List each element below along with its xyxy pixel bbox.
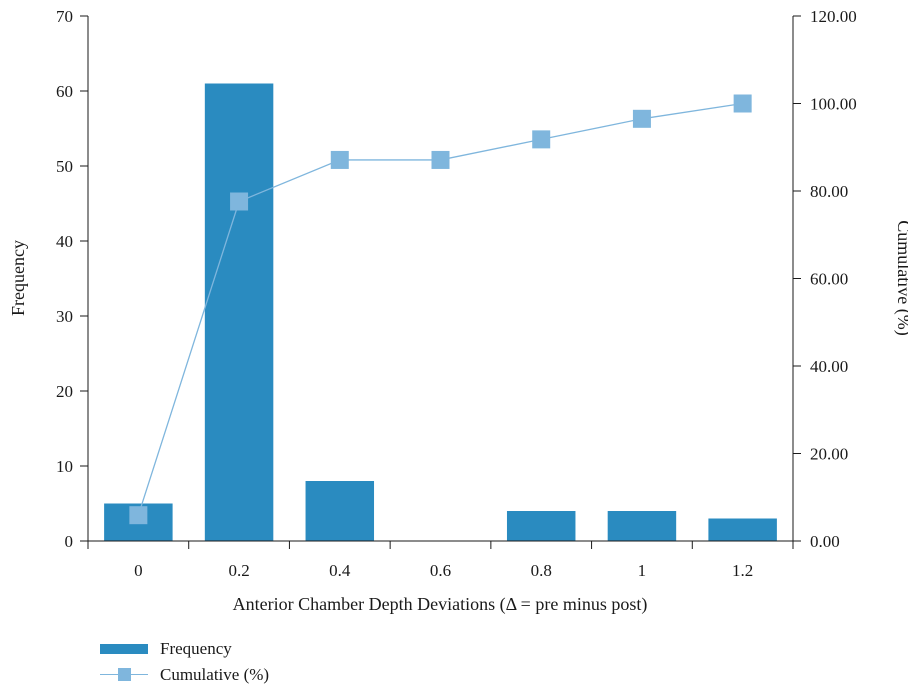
y2-tick-label: 0.00 [810, 532, 840, 551]
chart: 0102030405060700.0020.0040.0060.0080.001… [8, 7, 908, 615]
y-tick-label: 0 [65, 532, 74, 551]
cumulative-marker [230, 192, 249, 211]
legend-label-frequency: Frequency [160, 639, 232, 658]
cumulative-marker [733, 94, 752, 113]
x-tick-label: 1 [638, 561, 647, 580]
legend-item-frequency: Frequency [98, 636, 269, 662]
y-tick-label: 60 [56, 82, 73, 101]
y2-tick-label: 60.00 [810, 270, 848, 289]
y-tick-label: 20 [56, 382, 73, 401]
axes-group: 0102030405060700.0020.0040.0060.0080.001… [56, 7, 857, 580]
y-tick-label: 30 [56, 307, 73, 326]
x-tick-label: 0.4 [329, 561, 351, 580]
cumulative-marker [431, 150, 450, 169]
y-tick-label: 70 [56, 7, 73, 26]
legend-line-swatch [98, 662, 150, 688]
y2-tick-label: 100.00 [810, 95, 857, 114]
bars-group [104, 83, 777, 541]
y2-tick-label: 20.00 [810, 445, 848, 464]
x-axis-title: Anterior Chamber Depth Deviations (Δ = p… [233, 594, 648, 615]
cumulative-marker [532, 130, 551, 149]
y2-tick-label: 40.00 [810, 357, 848, 376]
x-tick-label: 0.8 [531, 561, 552, 580]
legend-bar-swatch [98, 636, 150, 662]
y-tick-label: 10 [56, 457, 73, 476]
cumulative-line-group [129, 94, 752, 525]
x-tick-label: 1.2 [732, 561, 753, 580]
frequency-bar [708, 518, 777, 541]
frequency-bar [305, 481, 375, 541]
y-tick-label: 50 [56, 157, 73, 176]
y2-tick-label: 80.00 [810, 182, 848, 201]
y-axis-title: Frequency [8, 240, 28, 316]
cumulative-marker [129, 506, 148, 525]
cumulative-marker [632, 109, 651, 128]
y2-tick-label: 120.00 [810, 7, 857, 26]
legend: Frequency Cumulative (%) [98, 636, 269, 688]
x-tick-label: 0.2 [228, 561, 249, 580]
y-tick-label: 40 [56, 232, 73, 251]
cumulative-marker [330, 150, 349, 169]
frequency-bar [506, 511, 576, 541]
legend-label-cumulative: Cumulative (%) [160, 665, 270, 684]
legend-item-cumulative: Cumulative (%) [98, 662, 269, 688]
x-tick-label: 0 [134, 561, 143, 580]
frequency-bar [204, 83, 274, 541]
x-tick-label: 0.6 [430, 561, 451, 580]
frequency-bar [607, 511, 677, 541]
y2-axis-title: Cumulative (%) [893, 220, 908, 335]
